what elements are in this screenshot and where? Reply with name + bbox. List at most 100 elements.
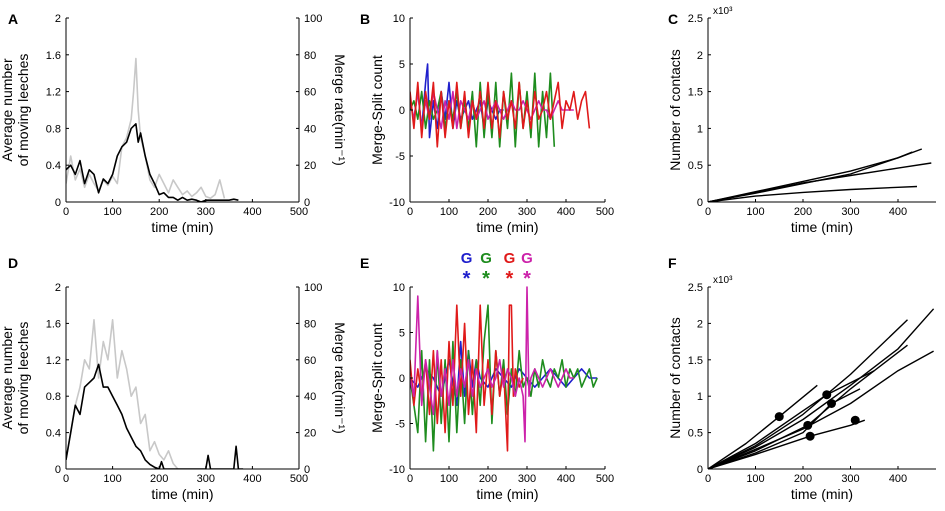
data-point-marker xyxy=(803,420,813,430)
y-right-tick-label: 20 xyxy=(304,160,316,172)
y-tick-label: 0.8 xyxy=(46,391,61,403)
y-right-tick-label: 40 xyxy=(304,391,316,403)
series-line-f-f1 xyxy=(708,319,908,469)
x-tick-label: 100 xyxy=(440,206,458,218)
y-right-tick-label: 40 xyxy=(304,123,316,135)
annotation-letter: G xyxy=(504,250,516,267)
x-tick-label: 0 xyxy=(407,473,413,485)
y-tick-label: 5 xyxy=(399,59,405,71)
y-right-tick-label: 100 xyxy=(304,282,322,294)
y-tick-label: 10 xyxy=(393,282,405,294)
y-tick-label: -5 xyxy=(395,151,405,163)
y-right-tick-label: 60 xyxy=(304,87,316,99)
series-line-f-f5 xyxy=(708,370,875,469)
x-tick-label: 400 xyxy=(243,473,261,485)
annotation-letter: G xyxy=(521,250,533,267)
x-axis-label: time (min) xyxy=(151,486,213,502)
y-tick-label: 0.5 xyxy=(688,428,703,440)
y-axis-right-label: Merge rate(min⁻¹) xyxy=(332,54,348,166)
series-line-c-c1 xyxy=(708,148,923,202)
y-tick-label: 1.6 xyxy=(46,50,61,62)
x-tick-label: 100 xyxy=(746,206,764,218)
y-axis-label: Merge-Split count xyxy=(369,55,385,165)
y-tick-label: 1.5 xyxy=(688,87,703,99)
y-tick-label: 0 xyxy=(697,464,703,476)
y-tick-label: -5 xyxy=(395,419,405,431)
y-tick-label: 0 xyxy=(697,197,703,209)
panel-label: A xyxy=(8,11,18,27)
panel-label: B xyxy=(360,11,370,27)
y-axis-label: Merge-Split count xyxy=(369,323,385,433)
y-tick-label: 2.5 xyxy=(688,282,703,294)
y-tick-label: 0.8 xyxy=(46,123,61,135)
series-line-f-f2 xyxy=(708,308,935,469)
x-tick-label: 500 xyxy=(596,473,614,485)
x-tick-label: 500 xyxy=(290,206,308,218)
y-tick-label: 0.4 xyxy=(46,160,61,172)
data-point-marker xyxy=(827,398,836,408)
x-tick-label: 0 xyxy=(407,206,413,218)
series-line-b-magenta xyxy=(410,90,574,130)
series-line-e-red xyxy=(410,304,524,452)
x-axis-label: time (min) xyxy=(476,486,538,502)
data-point-marker xyxy=(774,412,784,422)
x-tick-label: 200 xyxy=(150,206,168,218)
x-tick-label: 300 xyxy=(518,473,536,485)
y-tick-label: 5 xyxy=(399,328,405,340)
y-tick-label: 0 xyxy=(399,373,405,385)
series-line-c-c3 xyxy=(708,151,913,202)
panel-f: 0 100 200 300 400 0 0.5 1 1.5 2 2.5 time (min) Numbe… xyxy=(667,255,936,502)
axis-multiplier: x10³ xyxy=(713,6,733,17)
y-axis-label: Number of contacts xyxy=(667,317,683,438)
panel-label: C xyxy=(668,11,678,27)
y-axis-label-line: of moving leeches xyxy=(15,322,31,435)
y-tick-label: 2 xyxy=(55,282,61,294)
y-tick-label: 0 xyxy=(55,464,61,476)
y-tick-label: 1.2 xyxy=(46,355,61,367)
x-tick-label: 100 xyxy=(103,473,121,485)
y-tick-label: 1 xyxy=(697,391,703,403)
y-tick-label: 1.5 xyxy=(688,355,703,367)
x-tick-label: 0 xyxy=(63,206,69,218)
x-axis-label: time (min) xyxy=(791,486,853,502)
y-tick-label: 1 xyxy=(697,123,703,135)
x-tick-label: 500 xyxy=(290,473,308,485)
series-line-a-merge-rate xyxy=(66,57,226,200)
x-tick-label: 400 xyxy=(557,473,575,485)
y-axis-label-line: of moving leeches xyxy=(15,54,31,167)
series-line-e-magenta xyxy=(410,286,574,443)
series-line-e-green xyxy=(410,304,598,452)
series-line-f-f8 xyxy=(708,419,866,469)
y-right-tick-label: 80 xyxy=(304,318,316,330)
panel-e: 0 100 200 300 400 500 -10 -5 0 5 10 time (min) Merge… xyxy=(360,250,614,502)
y-axis-label-line: Average number xyxy=(0,58,15,162)
y-tick-label: 0.4 xyxy=(46,428,61,440)
x-tick-label: 400 xyxy=(243,206,261,218)
y-tick-label: 2 xyxy=(697,50,703,62)
axis-multiplier: x10³ xyxy=(713,275,733,286)
x-axis-label: time (min) xyxy=(476,219,538,235)
series-line-d-merge-rate xyxy=(66,318,179,469)
y-right-tick-label: 60 xyxy=(304,355,316,367)
y-tick-label: 2.5 xyxy=(688,13,703,25)
annotation-star: * xyxy=(506,268,514,290)
data-point-marker xyxy=(805,431,815,441)
annotation-letter: G xyxy=(461,250,473,267)
panel-d: 0 100 200 300 400 50000.40.81.21.620204060801… xyxy=(0,255,348,502)
y-right-tick-label: 0 xyxy=(304,197,310,209)
x-tick-label: 200 xyxy=(794,206,812,218)
x-tick-label: 300 xyxy=(841,206,859,218)
x-tick-label: 200 xyxy=(794,473,812,485)
y-tick-label: 0 xyxy=(399,105,405,117)
y-tick-label: 1.2 xyxy=(46,87,61,99)
y-tick-label: 2 xyxy=(55,13,61,25)
x-tick-label: 300 xyxy=(197,206,215,218)
x-tick-label: 100 xyxy=(103,206,121,218)
x-tick-label: 200 xyxy=(479,473,497,485)
x-tick-label: 400 xyxy=(557,206,575,218)
x-tick-label: 300 xyxy=(518,206,536,218)
annotation-letter: G xyxy=(480,250,492,267)
y-right-tick-label: 100 xyxy=(304,13,322,25)
x-tick-label: 400 xyxy=(889,473,907,485)
